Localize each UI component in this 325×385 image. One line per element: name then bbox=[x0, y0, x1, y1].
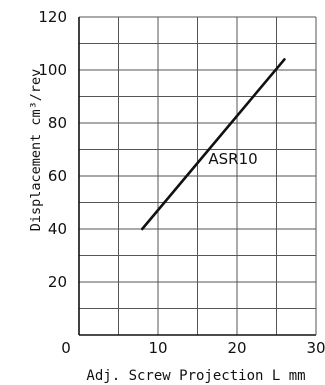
x-tick-labels: 0 10 20 30 bbox=[61, 339, 325, 357]
y-tick-labels: 20 40 60 80 100 120 bbox=[38, 8, 67, 291]
x-axis-title: Adj. Screw Projection L mm bbox=[86, 368, 305, 384]
y-tick-label: 40 bbox=[48, 220, 67, 238]
y-tick-label: 20 bbox=[48, 273, 67, 291]
y-tick-label: 80 bbox=[48, 114, 67, 132]
axes bbox=[78, 17, 317, 336]
x-tick-label: 10 bbox=[148, 339, 167, 357]
grid-lines bbox=[79, 16, 316, 335]
annotations: ASR10 bbox=[208, 150, 257, 168]
series-line-asr10 bbox=[140, 58, 286, 231]
y-axis-title: Displacement cm³/rev bbox=[28, 69, 44, 232]
series-annotation: ASR10 bbox=[208, 150, 257, 168]
y-tick-label: 120 bbox=[38, 8, 67, 26]
x-tick-label: 0 bbox=[61, 339, 71, 357]
data-series bbox=[140, 58, 286, 231]
y-tick-label: 60 bbox=[48, 167, 67, 185]
x-tick-label: 30 bbox=[306, 339, 325, 357]
x-tick-label: 20 bbox=[227, 339, 246, 357]
y-tick-label: 100 bbox=[38, 61, 67, 79]
